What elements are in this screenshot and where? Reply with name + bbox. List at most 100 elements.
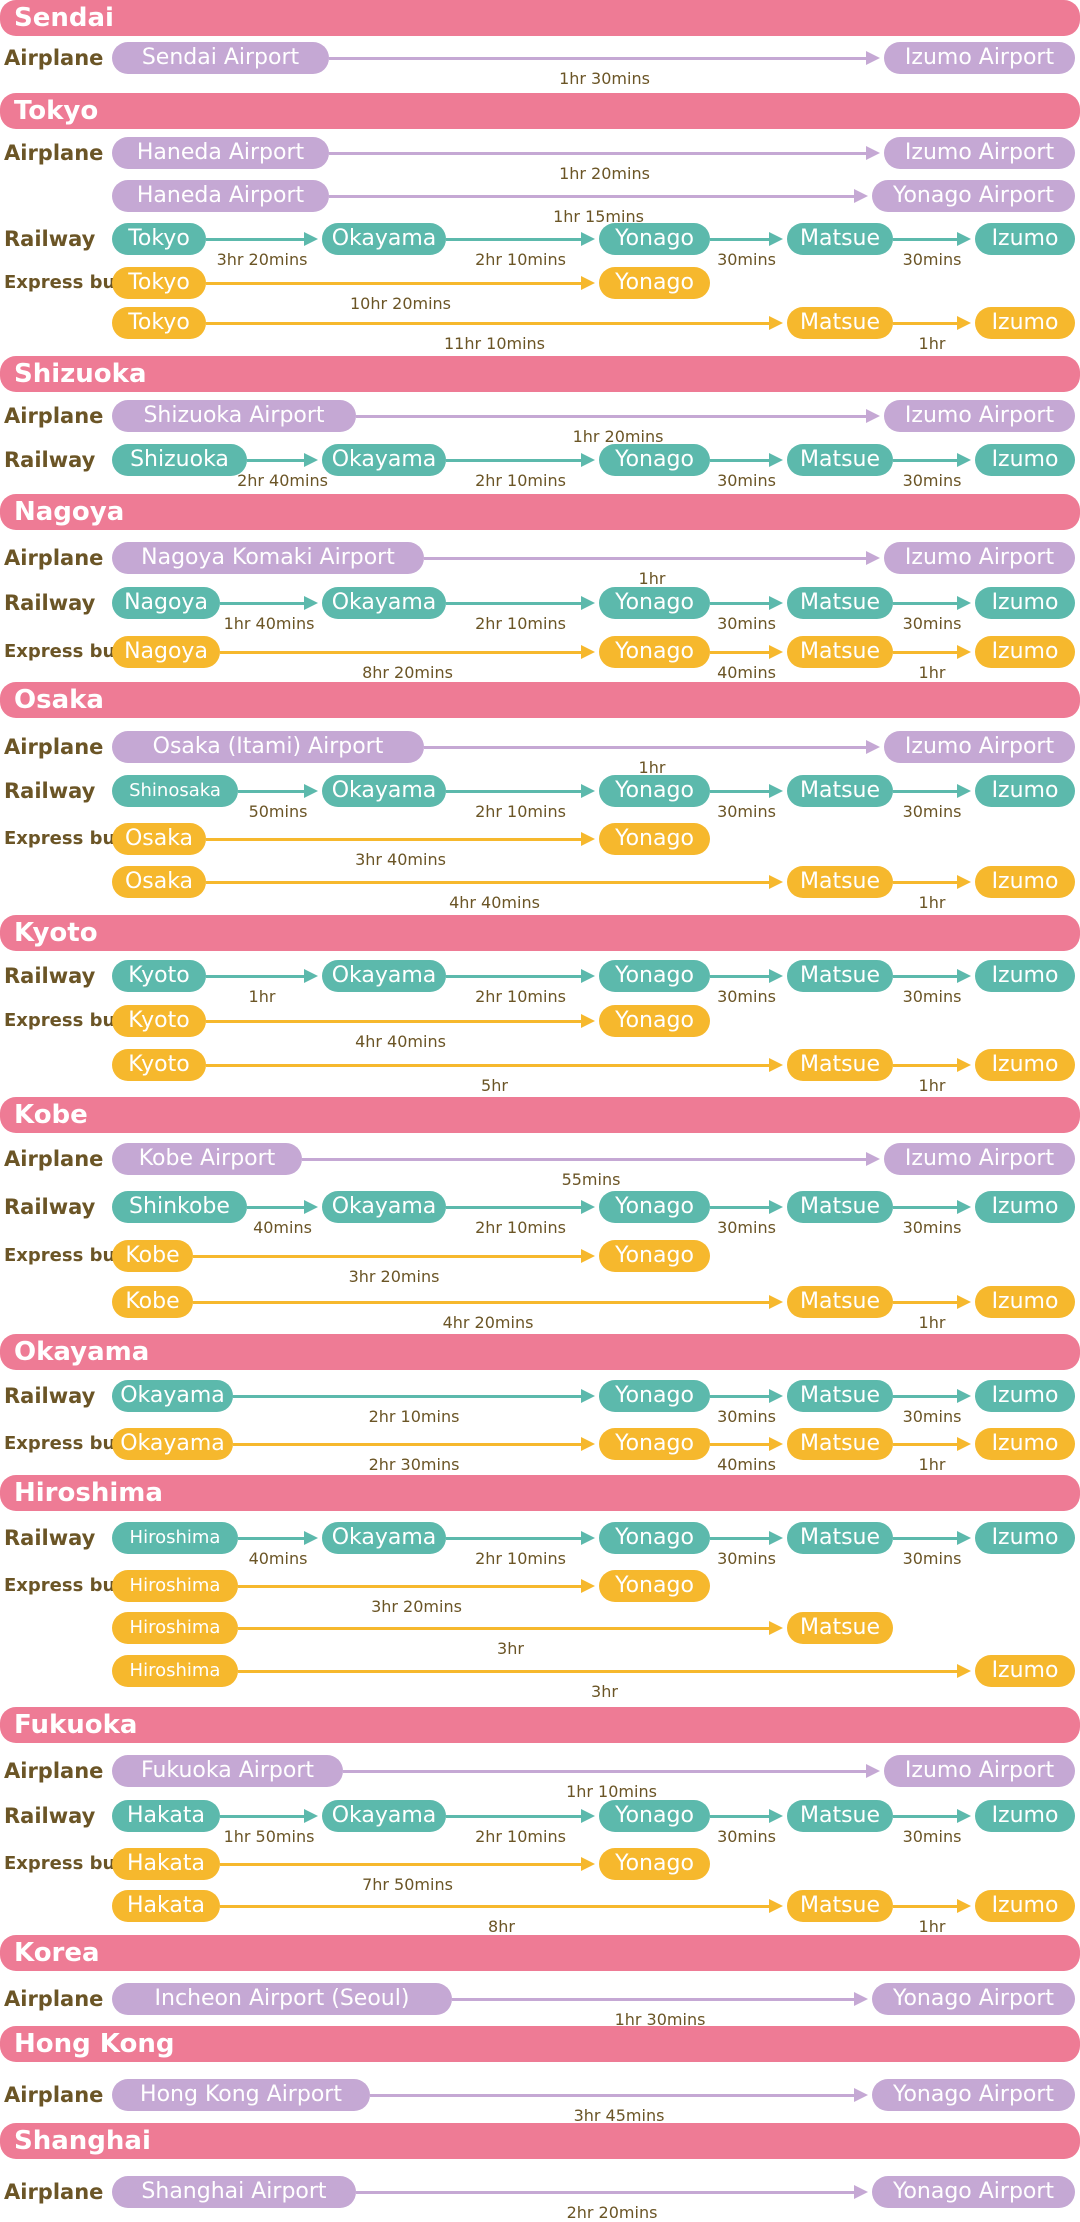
station-yonago: Yonago xyxy=(599,775,710,807)
route-line xyxy=(424,746,868,749)
arrow-icon xyxy=(866,51,880,65)
route-line xyxy=(220,651,583,654)
station-shinosaka: Shinosaka xyxy=(112,775,238,807)
route-line xyxy=(446,1537,583,1540)
route-line xyxy=(893,602,959,605)
route-line xyxy=(893,1064,959,1067)
duration-label: 55mins xyxy=(561,1170,621,1189)
station-izumo: Izumo xyxy=(975,1428,1075,1460)
route-line xyxy=(710,459,771,462)
station-izumo: Izumo xyxy=(975,587,1075,619)
duration-label: 3hr 20mins xyxy=(371,1597,462,1616)
arrow-icon xyxy=(854,189,868,203)
station-izumo: Izumo xyxy=(975,1655,1075,1687)
section-title: Osaka xyxy=(14,685,104,715)
route-line xyxy=(710,975,771,978)
station-izumo-airport: Izumo Airport xyxy=(884,1755,1075,1787)
section-header: Tokyo xyxy=(0,93,1080,129)
mode-label: Railway xyxy=(4,448,96,472)
duration-label: 2hr 10mins xyxy=(475,987,566,1006)
station-izumo: Izumo xyxy=(975,775,1075,807)
arrow-icon xyxy=(769,1809,783,1823)
station-matsue: Matsue xyxy=(787,636,893,668)
station-izumo: Izumo xyxy=(975,960,1075,992)
mode-label: Railway xyxy=(4,591,96,615)
arrow-icon xyxy=(866,740,880,754)
station-okayama: Okayama xyxy=(112,1380,233,1412)
duration-label: 11hr 10mins xyxy=(443,334,546,353)
arrow-icon xyxy=(957,1809,971,1823)
route-line xyxy=(302,1158,868,1161)
arrow-icon xyxy=(304,232,318,246)
arrow-icon xyxy=(957,1295,971,1309)
arrow-icon xyxy=(581,1531,595,1545)
station-incheon-airport-seoul: Incheon Airport (Seoul) xyxy=(112,1983,452,2015)
route-line xyxy=(206,1020,583,1023)
station-yonago: Yonago xyxy=(599,444,710,476)
arrow-icon xyxy=(581,596,595,610)
arrow-icon xyxy=(581,1249,595,1263)
duration-label: 1hr xyxy=(918,663,946,682)
station-yonago: Yonago xyxy=(599,267,710,299)
route-line xyxy=(193,1255,583,1258)
duration-label: 30mins xyxy=(902,987,962,1006)
station-tokyo: Tokyo xyxy=(112,223,206,255)
duration-label: 8hr xyxy=(488,1917,515,1936)
station-yonago: Yonago xyxy=(599,823,710,855)
route-line xyxy=(710,238,771,241)
arrow-icon xyxy=(769,1621,783,1635)
route-line xyxy=(206,838,583,841)
station-izumo: Izumo xyxy=(975,1191,1075,1223)
station-shanghai-airport: Shanghai Airport xyxy=(112,2176,356,2208)
station-nagoya: Nagoya xyxy=(112,636,220,668)
route-line xyxy=(893,1301,959,1304)
duration-label: 30mins xyxy=(717,802,776,821)
route-line xyxy=(206,881,771,884)
route-line xyxy=(193,1301,771,1304)
station-tokyo: Tokyo xyxy=(112,267,206,299)
section-header: Osaka xyxy=(0,682,1080,718)
section-header: Hong Kong xyxy=(0,2026,1080,2062)
arrow-icon xyxy=(957,1899,971,1913)
station-hiroshima: Hiroshima xyxy=(112,1612,238,1644)
route-line xyxy=(893,1905,959,1908)
route-line xyxy=(893,881,959,884)
section-title: Okayama xyxy=(14,1337,150,1367)
arrow-icon xyxy=(769,1295,783,1309)
arrow-icon xyxy=(866,1764,880,1778)
station-okayama: Okayama xyxy=(322,1800,446,1832)
duration-label: 10hr 20mins xyxy=(349,294,452,313)
station-izumo: Izumo xyxy=(975,444,1075,476)
route-line xyxy=(893,1443,959,1446)
route-line xyxy=(446,1206,583,1209)
arrow-icon xyxy=(854,2088,868,2102)
section-header: Korea xyxy=(0,1935,1080,1971)
station-izumo-airport: Izumo Airport xyxy=(884,137,1075,169)
section-title: Kyoto xyxy=(14,918,98,948)
station-izumo: Izumo xyxy=(975,1380,1075,1412)
station-izumo-airport: Izumo Airport xyxy=(884,731,1075,763)
station-okayama: Okayama xyxy=(322,775,446,807)
arrow-icon xyxy=(769,1200,783,1214)
station-matsue: Matsue xyxy=(787,775,893,807)
station-osaka: Osaka xyxy=(112,866,206,898)
station-matsue: Matsue xyxy=(787,587,893,619)
station-izumo: Izumo xyxy=(975,223,1075,255)
arrow-icon xyxy=(581,1200,595,1214)
section-header: Shanghai xyxy=(0,2123,1080,2159)
duration-label: 1hr xyxy=(918,893,946,912)
station-matsue: Matsue xyxy=(787,1522,893,1554)
station-kobe-airport: Kobe Airport xyxy=(112,1143,302,1175)
duration-label: 1hr xyxy=(918,1455,946,1474)
route-line xyxy=(238,790,306,793)
duration-label: 1hr xyxy=(918,1313,946,1332)
section-title: Shizuoka xyxy=(14,359,147,389)
route-line xyxy=(238,1670,959,1673)
station-izumo: Izumo xyxy=(975,307,1075,339)
arrow-icon xyxy=(957,645,971,659)
duration-label: 2hr 10mins xyxy=(475,802,566,821)
station-yonago: Yonago xyxy=(599,1428,710,1460)
arrow-icon xyxy=(854,1992,868,2006)
duration-label: 4hr 20mins xyxy=(442,1313,534,1332)
station-yonago-airport: Yonago Airport xyxy=(872,2079,1075,2111)
